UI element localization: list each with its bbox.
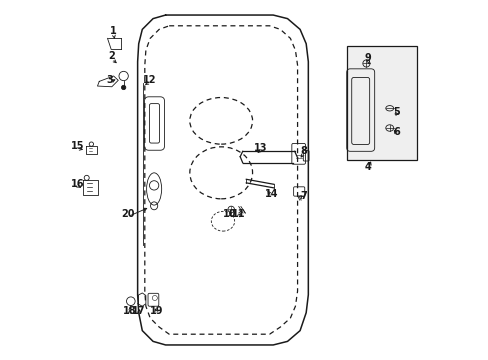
Text: 3: 3: [106, 75, 113, 85]
Text: 1: 1: [110, 26, 117, 36]
Text: 6: 6: [393, 127, 400, 136]
Bar: [346, 45, 416, 160]
Text: 14: 14: [264, 189, 278, 199]
Text: 4: 4: [364, 162, 371, 172]
Circle shape: [121, 85, 125, 90]
Text: 12: 12: [142, 75, 156, 85]
Text: 9: 9: [364, 53, 371, 63]
Text: 16: 16: [71, 179, 84, 189]
Text: 18: 18: [122, 306, 136, 316]
Text: 2: 2: [108, 51, 115, 61]
Text: 15: 15: [71, 141, 84, 151]
Text: 19: 19: [150, 306, 163, 316]
Text: 8: 8: [300, 146, 306, 156]
Text: 17: 17: [132, 306, 145, 316]
Text: 13: 13: [253, 143, 267, 153]
Text: 5: 5: [393, 107, 400, 117]
Text: 7: 7: [300, 191, 306, 201]
Text: 11: 11: [231, 209, 244, 219]
Text: 10: 10: [223, 209, 236, 219]
Text: 20: 20: [121, 209, 134, 219]
